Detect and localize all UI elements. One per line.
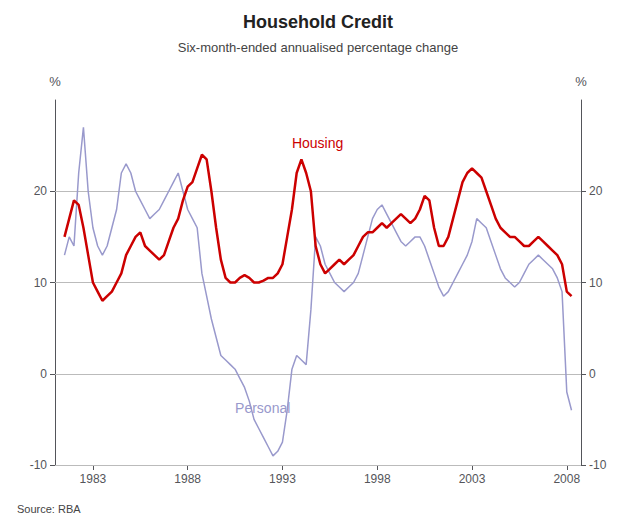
svg-text:-10: -10 (589, 458, 607, 472)
svg-text:20: 20 (589, 184, 603, 198)
svg-text:Source: RBA: Source: RBA (17, 503, 81, 515)
svg-text:Six-month-ended annualised per: Six-month-ended annualised percentage ch… (178, 40, 458, 55)
svg-text:%: % (49, 74, 61, 89)
svg-text:-10: -10 (30, 458, 48, 472)
svg-text:2003: 2003 (459, 472, 486, 486)
svg-text:1988: 1988 (174, 472, 201, 486)
svg-text:Household Credit: Household Credit (243, 12, 393, 32)
svg-text:0: 0 (589, 367, 596, 381)
svg-text:20: 20 (34, 184, 48, 198)
svg-text:10: 10 (589, 276, 603, 290)
svg-text:2008: 2008 (553, 472, 580, 486)
svg-text:1993: 1993 (269, 472, 296, 486)
svg-text:Personal: Personal (235, 400, 290, 416)
svg-text:%: % (575, 74, 587, 89)
svg-text:0: 0 (40, 367, 47, 381)
svg-text:1998: 1998 (364, 472, 391, 486)
svg-text:Housing: Housing (292, 135, 343, 151)
svg-text:1983: 1983 (80, 472, 107, 486)
svg-text:10: 10 (34, 276, 48, 290)
